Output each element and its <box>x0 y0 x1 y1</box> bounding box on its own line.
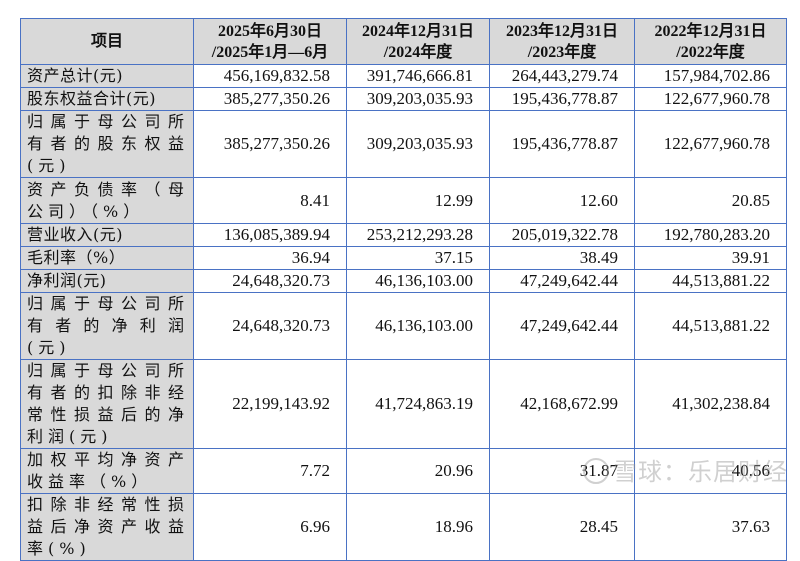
cell-value: 157,984,702.86 <box>634 64 787 88</box>
cell-value: 192,780,283.20 <box>634 223 787 247</box>
cell-value: 36.94 <box>193 246 347 270</box>
cell-value: 46,136,103.00 <box>346 292 490 360</box>
cell-value: 12.99 <box>346 177 490 224</box>
cell-value: 12.60 <box>489 177 635 224</box>
cell-value: 38.49 <box>489 246 635 270</box>
header-period-2023: 2023年12月31日/2023年度 <box>489 18 635 65</box>
cell-value: 46,136,103.00 <box>346 269 490 293</box>
cell-value: 41,302,238.84 <box>634 359 787 449</box>
cell-value: 47,249,642.44 <box>489 269 635 293</box>
cell-value: 391,746,666.81 <box>346 64 490 88</box>
table-row-revenue: 营业收入(元) 136,085,389.94 253,212,293.28 20… <box>20 223 787 247</box>
header-period-2025h1: 2025年6月30日/2025年1月—6月 <box>193 18 347 65</box>
header-period-2024: 2024年12月31日/2024年度 <box>346 18 490 65</box>
table-row-total-equity: 股东权益合计(元) 385,277,350.26 309,203,035.93 … <box>20 87 787 111</box>
table-row-parent-net-profit: 归属于母公司所有者的净利润(元) 24,648,320.73 46,136,10… <box>20 292 787 360</box>
header-period-2022: 2022年12月31日/2022年度 <box>634 18 787 65</box>
cell-value: 42,168,672.99 <box>489 359 635 449</box>
table-row-deducted-net-profit: 归属于母公司所有者的扣除非经常性损益后的净利润(元) 22,199,143.92… <box>20 359 787 449</box>
cell-value: 44,513,881.22 <box>634 292 787 360</box>
cell-value: 31.87 <box>489 448 635 494</box>
table-row-debt-ratio: 资产负债率（母公司）（%） 8.41 12.99 12.60 20.85 <box>20 177 787 224</box>
row-label: 加权平均净资产收益率（%） <box>20 448 194 494</box>
cell-value: 8.41 <box>193 177 347 224</box>
row-label: 资产总计(元) <box>20 64 194 88</box>
cell-value: 22,199,143.92 <box>193 359 347 449</box>
cell-value: 24,648,320.73 <box>193 292 347 360</box>
cell-value: 195,436,778.87 <box>489 87 635 111</box>
row-label: 归属于母公司所有者的股东权益(元) <box>20 110 194 178</box>
row-label: 归属于母公司所有者的净利润(元) <box>20 292 194 360</box>
cell-value: 40.56 <box>634 448 787 494</box>
header-item: 项目 <box>20 18 194 65</box>
table-row-net-profit: 净利润(元) 24,648,320.73 46,136,103.00 47,24… <box>20 269 787 293</box>
cell-value: 205,019,322.78 <box>489 223 635 247</box>
table-row-weighted-roe: 加权平均净资产收益率（%） 7.72 20.96 31.87 40.56 <box>20 448 787 494</box>
cell-value: 309,203,035.93 <box>346 110 490 178</box>
header-row: 项目 2025年6月30日/2025年1月—6月 2024年12月31日/202… <box>20 18 787 65</box>
table-row-total-assets: 资产总计(元) 456,169,832.58 391,746,666.81 26… <box>20 64 787 88</box>
cell-value: 28.45 <box>489 493 635 561</box>
cell-value: 253,212,293.28 <box>346 223 490 247</box>
cell-value: 385,277,350.26 <box>193 110 347 178</box>
cell-value: 309,203,035.93 <box>346 87 490 111</box>
cell-value: 37.15 <box>346 246 490 270</box>
cell-value: 385,277,350.26 <box>193 87 347 111</box>
cell-value: 47,249,642.44 <box>489 292 635 360</box>
row-label: 股东权益合计(元) <box>20 87 194 111</box>
cell-value: 264,443,279.74 <box>489 64 635 88</box>
row-label: 毛利率（%） <box>20 246 194 270</box>
row-label: 扣除非经常性损益后净资产收益率(%) <box>20 493 194 561</box>
cell-value: 122,677,960.78 <box>634 110 787 178</box>
row-label: 归属于母公司所有者的扣除非经常性损益后的净利润(元) <box>20 359 194 449</box>
cell-value: 7.72 <box>193 448 347 494</box>
cell-value: 18.96 <box>346 493 490 561</box>
cell-value: 39.91 <box>634 246 787 270</box>
cell-value: 122,677,960.78 <box>634 87 787 111</box>
cell-value: 44,513,881.22 <box>634 269 787 293</box>
table-row-deducted-roe: 扣除非经常性损益后净资产收益率(%) 6.96 18.96 28.45 37.6… <box>20 493 787 561</box>
financial-summary-table: 项目 2025年6月30日/2025年1月—6月 2024年12月31日/202… <box>20 18 787 561</box>
cell-value: 37.63 <box>634 493 787 561</box>
cell-value: 456,169,832.58 <box>193 64 347 88</box>
cell-value: 20.96 <box>346 448 490 494</box>
cell-value: 41,724,863.19 <box>346 359 490 449</box>
cell-value: 24,648,320.73 <box>193 269 347 293</box>
cell-value: 20.85 <box>634 177 787 224</box>
cell-value: 136,085,389.94 <box>193 223 347 247</box>
cell-value: 6.96 <box>193 493 347 561</box>
row-label: 资产负债率（母公司）（%） <box>20 177 194 224</box>
table-row-gross-margin: 毛利率（%） 36.94 37.15 38.49 39.91 <box>20 246 787 270</box>
row-label: 营业收入(元) <box>20 223 194 247</box>
cell-value: 195,436,778.87 <box>489 110 635 178</box>
table-row-parent-equity: 归属于母公司所有者的股东权益(元) 385,277,350.26 309,203… <box>20 110 787 178</box>
row-label: 净利润(元) <box>20 269 194 293</box>
